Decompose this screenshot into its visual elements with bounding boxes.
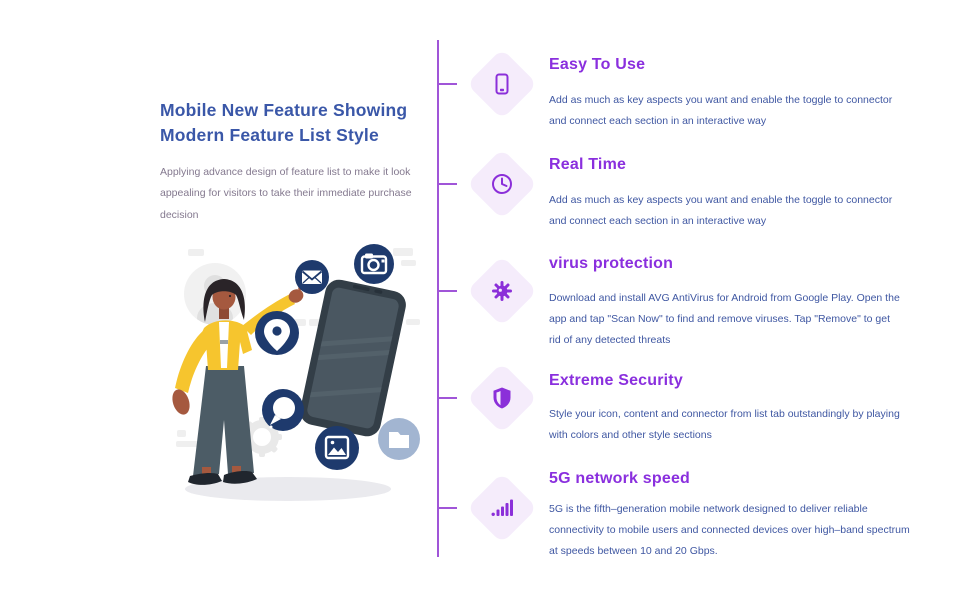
feature-title: virus protection	[549, 255, 674, 272]
timeline-tick	[437, 83, 457, 85]
feature-title: Extreme Security	[549, 372, 683, 389]
woman-figure	[172, 279, 311, 485]
virus-icon	[492, 281, 512, 301]
location-pin-icon	[255, 311, 299, 355]
deco-bars	[176, 248, 420, 447]
feature-description: 5G is the fifth–generation mobile networ…	[549, 503, 910, 557]
clock-icon	[492, 174, 512, 194]
illustration	[172, 244, 420, 501]
feature-title: 5G network speed	[549, 470, 691, 487]
timeline-tick	[437, 183, 457, 185]
mobile-icon	[495, 73, 509, 95]
signal-bars-icon	[491, 499, 513, 516]
chat-icon	[262, 389, 304, 431]
feature-description: Add as much as key aspects you want and …	[549, 94, 893, 127]
feature-diamond	[466, 472, 538, 544]
camera-icon	[354, 244, 394, 284]
feature-title: Real Time	[549, 156, 627, 173]
feature-title: Easy To Use	[549, 56, 646, 73]
folder-icon	[378, 418, 420, 460]
timeline-tick	[437, 290, 457, 292]
feature-diamond	[466, 255, 538, 327]
shield-icon	[493, 387, 511, 409]
page-title: Mobile New Feature Showing Modern Featur…	[160, 99, 408, 145]
feature-diamond	[466, 362, 538, 434]
timeline-line	[437, 40, 439, 557]
timeline-tick	[437, 507, 457, 509]
feature-description: Download and install AVG AntiVirus for A…	[549, 292, 900, 346]
page-description: Applying advance design of feature list …	[160, 165, 412, 221]
feature-diamond	[466, 48, 538, 120]
smartphone	[300, 279, 406, 437]
feature-description: Add as much as key aspects you want and …	[549, 194, 893, 227]
email-icon	[295, 260, 329, 294]
image-icon	[315, 426, 359, 470]
timeline-tick	[437, 397, 457, 399]
feature-description: Style your icon, content and connector f…	[549, 408, 900, 441]
feature-diamond	[466, 148, 538, 220]
